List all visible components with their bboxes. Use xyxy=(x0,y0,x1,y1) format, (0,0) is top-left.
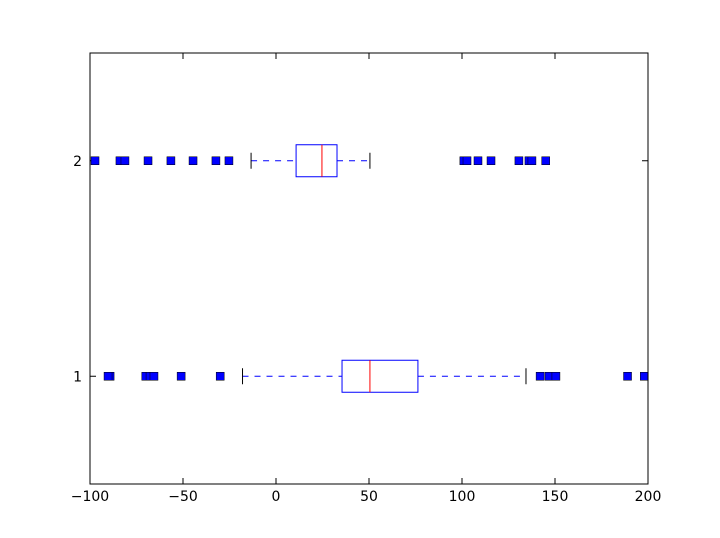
y-tick-label: 2 xyxy=(73,154,82,170)
x-tick-label: 150 xyxy=(542,489,569,505)
y-tick-label: 1 xyxy=(73,369,82,385)
flier xyxy=(486,156,496,165)
x-tick-label: 50 xyxy=(360,489,378,505)
plot-frame xyxy=(89,52,649,485)
flier xyxy=(90,156,100,165)
x-tick-label: 200 xyxy=(635,489,662,505)
flier xyxy=(541,156,550,165)
flier xyxy=(211,156,221,165)
x-tick-label: −50 xyxy=(168,489,198,505)
flier xyxy=(143,156,153,165)
flier xyxy=(535,372,545,381)
flier xyxy=(103,372,113,381)
flier xyxy=(166,156,176,165)
flier xyxy=(176,372,186,381)
box xyxy=(341,359,419,393)
flier xyxy=(514,156,524,165)
box xyxy=(295,144,338,178)
flier xyxy=(640,372,649,381)
flier xyxy=(527,156,537,165)
flier xyxy=(120,156,130,165)
flier xyxy=(551,372,561,381)
flier xyxy=(224,156,234,165)
flier xyxy=(188,156,198,165)
flier xyxy=(149,372,159,381)
x-tick-label: 100 xyxy=(449,489,476,505)
flier xyxy=(473,156,483,165)
flier xyxy=(462,156,472,165)
flier xyxy=(215,372,225,381)
x-tick-label: 0 xyxy=(272,489,281,505)
x-tick-label: −100 xyxy=(71,489,109,505)
flier xyxy=(623,372,632,381)
